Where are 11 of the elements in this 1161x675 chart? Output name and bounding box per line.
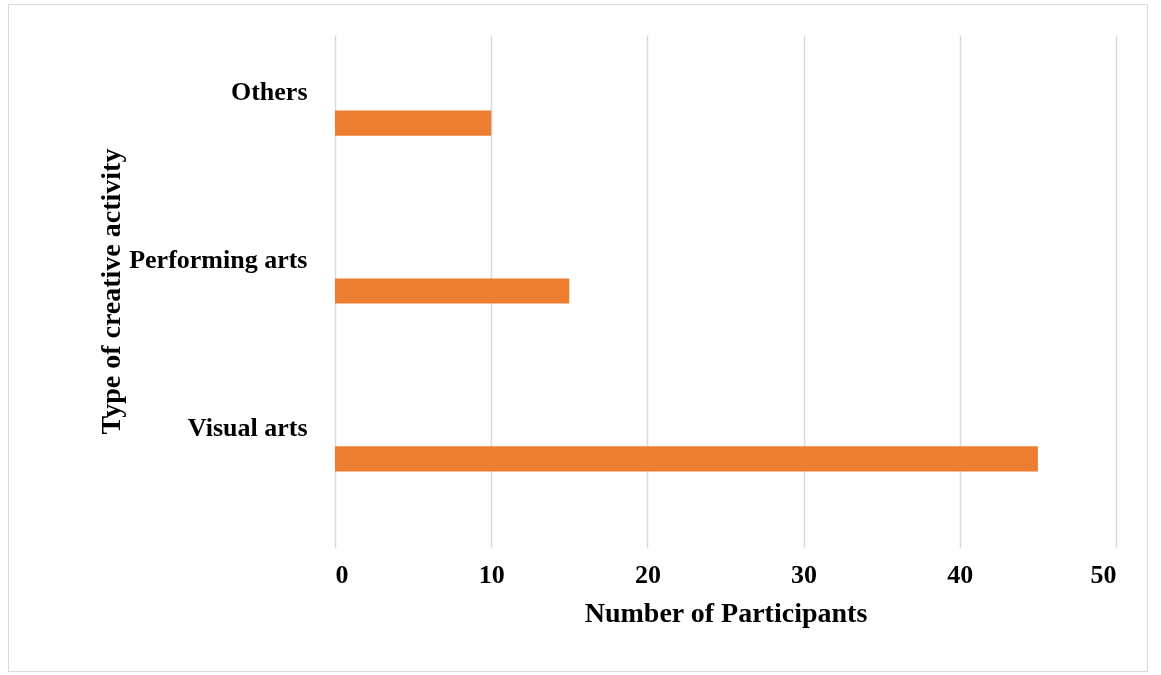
x-tick-label: 30 [791,559,818,589]
y-tick-label: Visual arts [187,412,308,442]
x-tick-label: 20 [634,559,661,589]
x-tick-label: 50 [1090,559,1117,589]
x-tick-label: 10 [478,559,505,589]
y-axis-title: Type of creative activity [94,148,126,435]
y-tick-label: Performing arts [129,245,308,274]
x-axis-title: Number of Participants [584,596,868,628]
x-tick-label: 0 [335,559,349,589]
x-tick-label: 40 [947,559,974,589]
y-tick-label: Others [230,77,308,107]
